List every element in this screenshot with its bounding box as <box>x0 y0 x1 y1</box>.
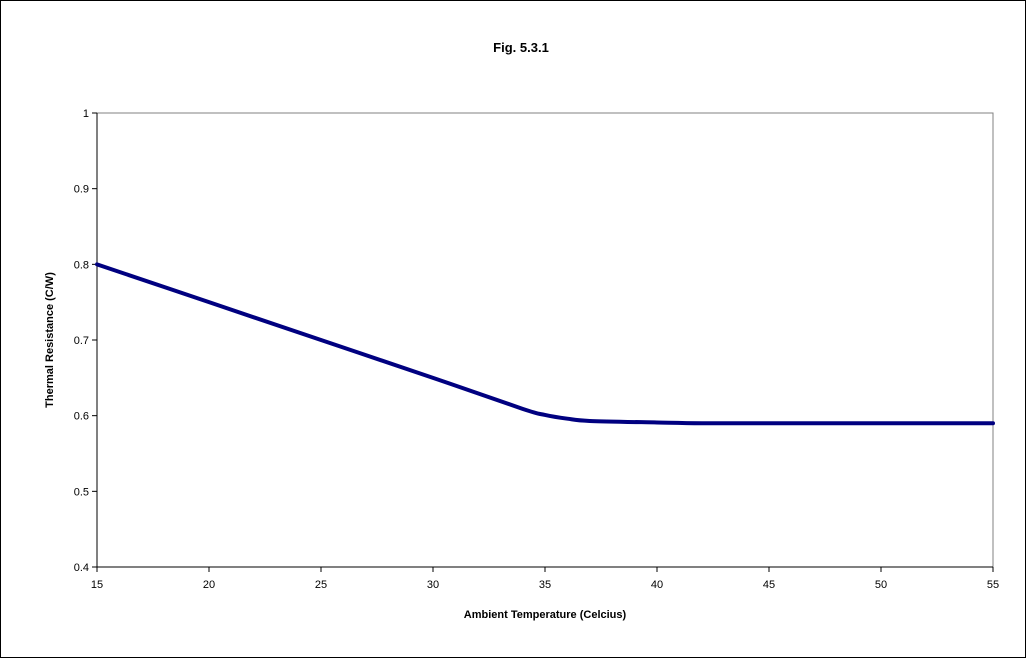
x-tick-label: 40 <box>651 579 663 591</box>
y-tick-label: 0.5 <box>74 486 89 498</box>
y-tick-label: 0.9 <box>74 184 89 196</box>
x-tick-label: 15 <box>91 579 103 591</box>
x-axis: 15 20 25 30 35 40 45 50 55 <box>91 566 999 591</box>
y-axis-title: Thermal Resistance (C/W) <box>44 272 56 408</box>
x-tick-label: 55 <box>987 579 999 591</box>
y-tick-label: 0.6 <box>74 411 89 423</box>
x-axis-title: Ambient Temperature (Celcius) <box>464 609 627 621</box>
y-tick-label: 0.7 <box>74 335 89 347</box>
x-tick-label: 35 <box>539 579 551 591</box>
x-tick-label: 45 <box>763 579 775 591</box>
x-tick-label: 30 <box>427 579 439 591</box>
x-tick-label: 20 <box>203 579 215 591</box>
y-tick-label: 0.8 <box>74 259 89 271</box>
y-tick-label: 0.4 <box>74 562 89 574</box>
y-tick-label: 1 <box>83 108 89 120</box>
x-tick-label: 50 <box>875 579 887 591</box>
x-tick-label: 25 <box>315 579 327 591</box>
plot-area <box>96 112 994 568</box>
series-line <box>95 262 995 426</box>
chart-title: Fig. 5.3.1 <box>493 40 549 55</box>
series-layer <box>95 262 995 426</box>
y-axis: 0.4 0.5 0.6 0.7 0.8 0.9 1 <box>74 108 98 574</box>
